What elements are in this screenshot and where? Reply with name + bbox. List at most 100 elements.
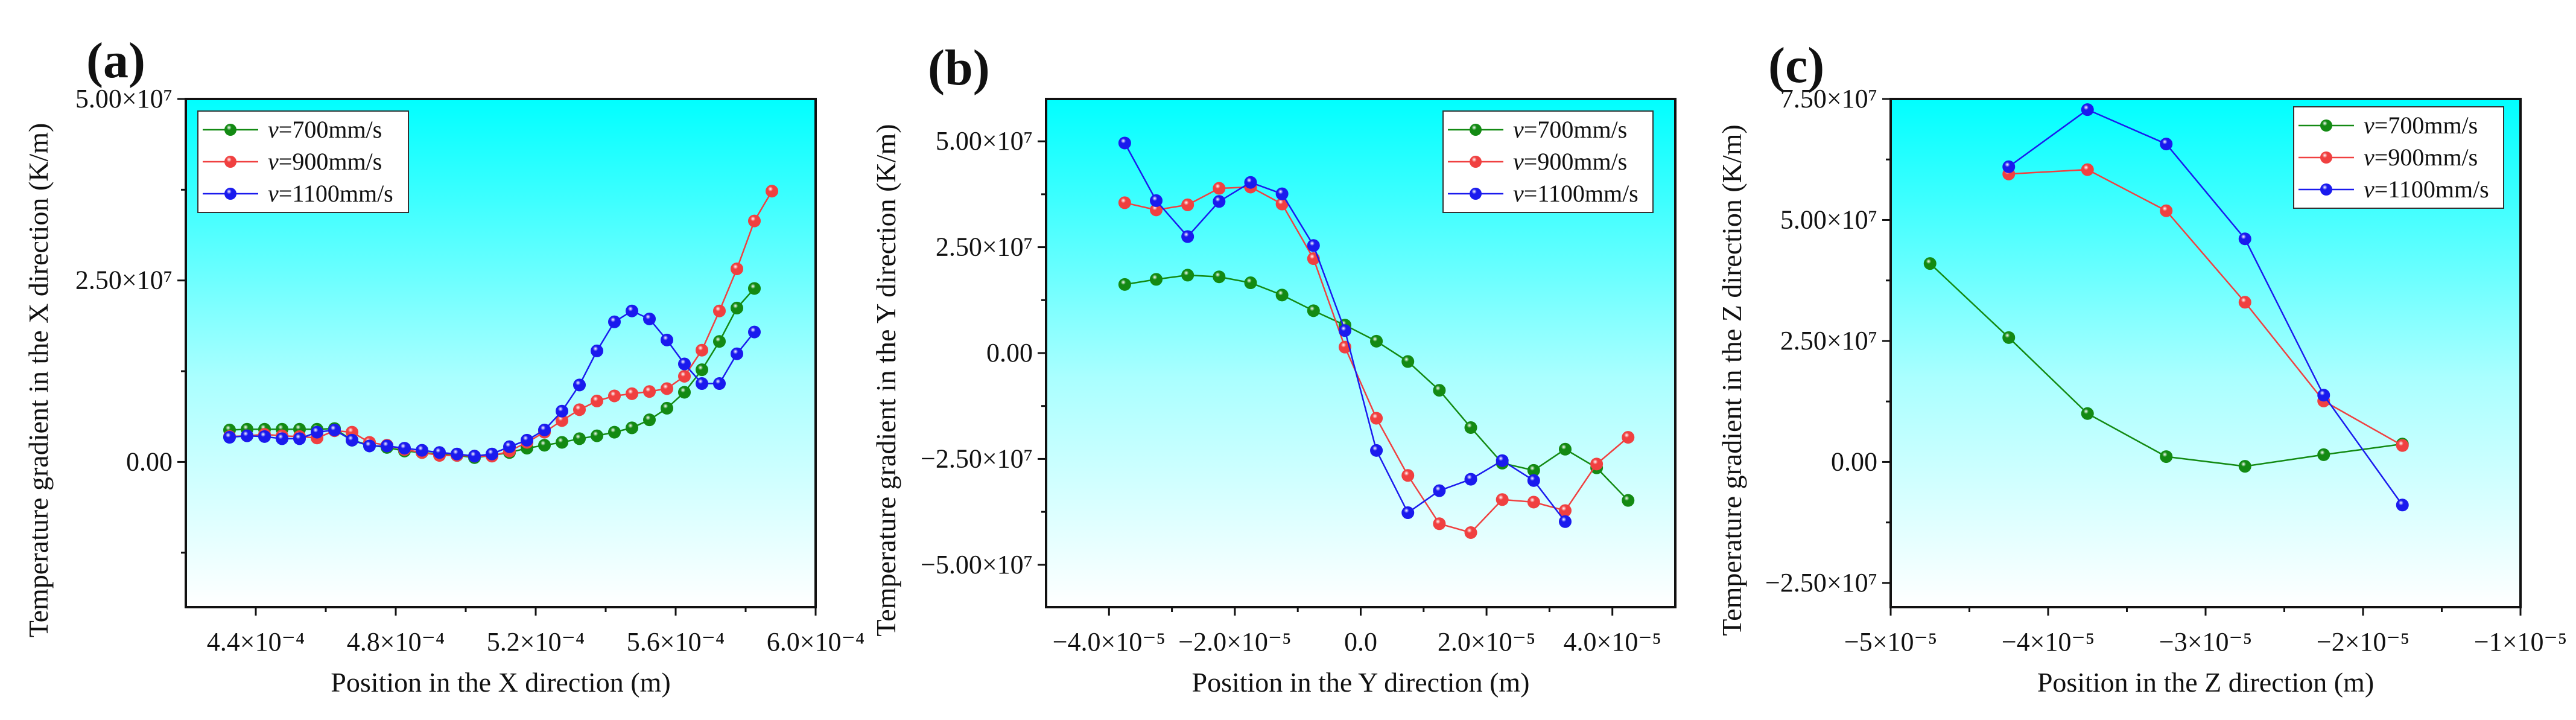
y-tick-label: −5.00×10⁷ (921, 550, 1033, 579)
legend-label: v=700mm/s (2364, 112, 2478, 139)
data-point (1181, 269, 1194, 282)
data-point (1370, 444, 1383, 457)
data-point (276, 432, 288, 445)
data-point (223, 431, 236, 444)
x-tick-label: 5.2×10⁻⁴ (487, 627, 585, 657)
x-tick-label: 5.6×10⁻⁴ (627, 627, 725, 657)
data-point (363, 439, 376, 453)
series-line (2008, 168, 2403, 447)
legend: v=700mm/s v=900mm/s v=1100mm/s (2293, 106, 2504, 209)
legend-label: v=900mm/s (2364, 144, 2478, 171)
data-point (1275, 288, 1289, 302)
data-point (2317, 389, 2330, 402)
data-point (1370, 334, 1383, 348)
data-point (346, 433, 358, 447)
data-point (486, 447, 498, 460)
data-point (661, 401, 673, 415)
data-point (1213, 270, 1226, 284)
legend: v=700mm/s v=900mm/s v=1100mm/s (197, 110, 409, 213)
data-point (2081, 407, 2094, 420)
y-tick-label: 2.50×10⁷ (936, 232, 1033, 262)
data-point (1401, 469, 1415, 482)
data-point (643, 312, 656, 325)
data-point (591, 394, 603, 407)
data-point (713, 377, 726, 390)
data-point (696, 377, 708, 390)
data-point (1307, 304, 1320, 317)
legend-marker (1470, 188, 1482, 200)
data-point (1590, 457, 1604, 471)
y-tick-label: −2.50×10⁷ (1765, 568, 1877, 597)
data-point (398, 442, 411, 455)
data-point (451, 447, 463, 460)
x-tick-label: 0.0 (1344, 627, 1377, 657)
data-point (1433, 384, 1446, 397)
legend-label: v=1100mm/s (268, 180, 393, 207)
y-axis-label: Temperature gradient in the Y direction … (871, 124, 901, 636)
y-tick-label: 0.00 (1831, 447, 1877, 476)
data-point (748, 214, 761, 228)
data-point (1213, 182, 1226, 195)
data-point (573, 432, 586, 445)
data-point (591, 344, 603, 357)
legend-label: v=700mm/s (268, 116, 382, 143)
data-point (1622, 494, 1635, 507)
data-point (1181, 230, 1194, 243)
data-point (678, 386, 691, 399)
data-point (731, 262, 743, 275)
data-point (573, 378, 586, 392)
series-line (2008, 109, 2403, 506)
data-point (696, 343, 708, 357)
series-1100 (223, 304, 761, 463)
x-tick-label: −2.0×10⁻⁵ (1178, 627, 1291, 657)
data-point (1464, 421, 1477, 434)
data-point (2238, 232, 2251, 246)
data-point (1401, 506, 1415, 520)
data-point (1433, 517, 1446, 530)
x-tick-label: 4.4×10⁻⁴ (207, 627, 305, 657)
panel-b: (b) −4.0×10⁻⁵ −2.0×10⁻⁵ 0.0 2.0×10⁻⁵ 4.0×10⁻⁵… (871, 40, 1677, 698)
data-point (241, 429, 253, 442)
data-point (2160, 450, 2173, 464)
x-tick-label: −2×10⁻⁵ (2317, 627, 2409, 657)
data-point (2002, 160, 2016, 173)
legend-marker (1470, 156, 1482, 168)
y-tick-label: 7.50×10⁷ (1780, 84, 1877, 113)
data-point (661, 382, 673, 395)
data-point (713, 304, 726, 317)
legend-marker (1470, 124, 1482, 136)
data-point (2002, 331, 2016, 344)
data-point (643, 385, 656, 398)
x-tick-label: −5×10⁻⁵ (1844, 627, 1937, 657)
data-point (2396, 499, 2409, 512)
data-point (1464, 526, 1477, 540)
data-point (1527, 495, 1540, 509)
data-point (433, 446, 446, 459)
y-tick-label: 0.00 (986, 338, 1033, 368)
data-point (538, 439, 551, 452)
data-point (1150, 194, 1163, 207)
data-point (1213, 195, 1226, 208)
data-point (608, 315, 621, 328)
data-point (1370, 412, 1383, 425)
data-point (731, 301, 743, 314)
data-point (1244, 276, 1257, 290)
panel-label: (b) (928, 40, 990, 96)
data-point (1496, 454, 1509, 467)
panel-label: (c) (1768, 37, 1824, 94)
legend-marker (2320, 119, 2332, 132)
data-point (293, 432, 306, 445)
y-tick-label: 5.00×10⁷ (1780, 205, 1877, 234)
data-point (2160, 204, 2173, 217)
x-tick-label: −3×10⁻⁵ (2159, 627, 2252, 657)
series-900 (1118, 180, 1635, 540)
data-point (556, 436, 568, 449)
x-axis-label: Position in the Z direction (m) (2037, 667, 2374, 698)
data-point (2396, 439, 2409, 452)
data-point (2081, 103, 2094, 116)
data-point (1244, 176, 1257, 189)
y-tick-label: −2.50×10⁷ (921, 444, 1033, 473)
data-point (766, 185, 778, 198)
series-1100 (2002, 103, 2409, 512)
data-point (1464, 473, 1477, 486)
